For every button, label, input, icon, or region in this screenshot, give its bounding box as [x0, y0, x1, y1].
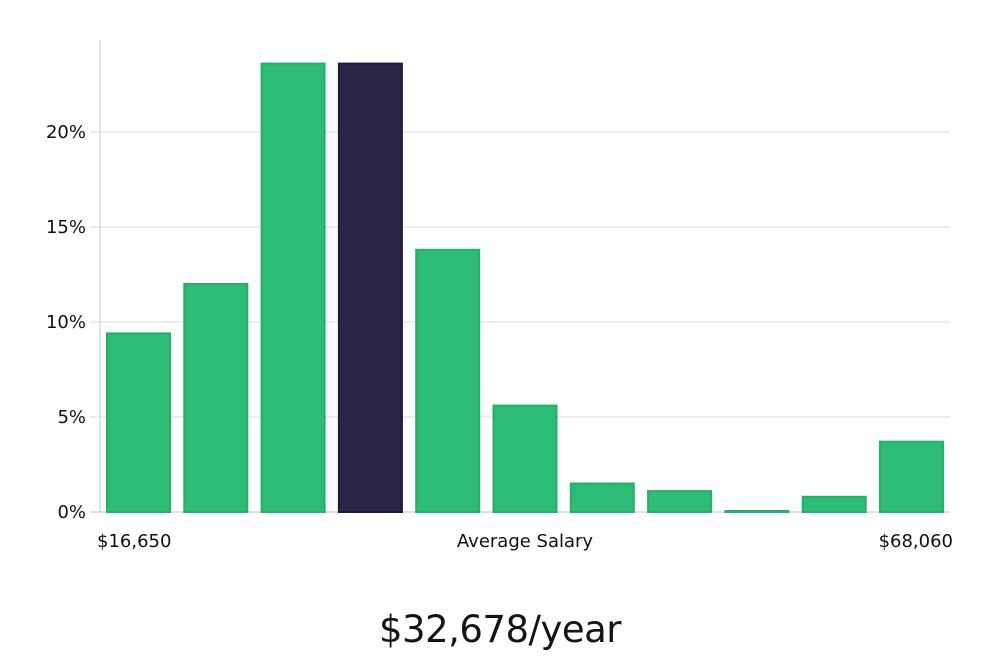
y-tick-label: 15% — [46, 217, 86, 238]
bar — [647, 490, 713, 514]
salary-histogram: 0% 5% 10% 15% 20% $16,650 Average Salary $68… — [46, 40, 953, 552]
x-axis-title: Average Salary — [457, 531, 594, 552]
bar — [801, 495, 867, 513]
bar-highlighted — [337, 62, 403, 513]
average-salary-value: $32,678/year — [378, 608, 622, 651]
bars — [106, 62, 944, 514]
y-tick-labels: 0% 5% 10% 15% 20% — [46, 122, 86, 523]
bar — [879, 440, 944, 514]
y-tick-label: 10% — [46, 312, 86, 333]
y-tick-label: 0% — [57, 502, 86, 523]
bar — [183, 283, 249, 513]
x-end-label: $68,060 — [879, 531, 953, 552]
y-tick-label: 20% — [46, 122, 86, 143]
bar — [492, 404, 558, 514]
bar — [724, 510, 790, 513]
y-tick-label: 5% — [57, 407, 86, 428]
bar — [415, 248, 481, 514]
x-start-label: $16,650 — [97, 531, 171, 552]
bar — [260, 62, 326, 513]
bar — [569, 482, 635, 513]
bar — [106, 332, 171, 513]
